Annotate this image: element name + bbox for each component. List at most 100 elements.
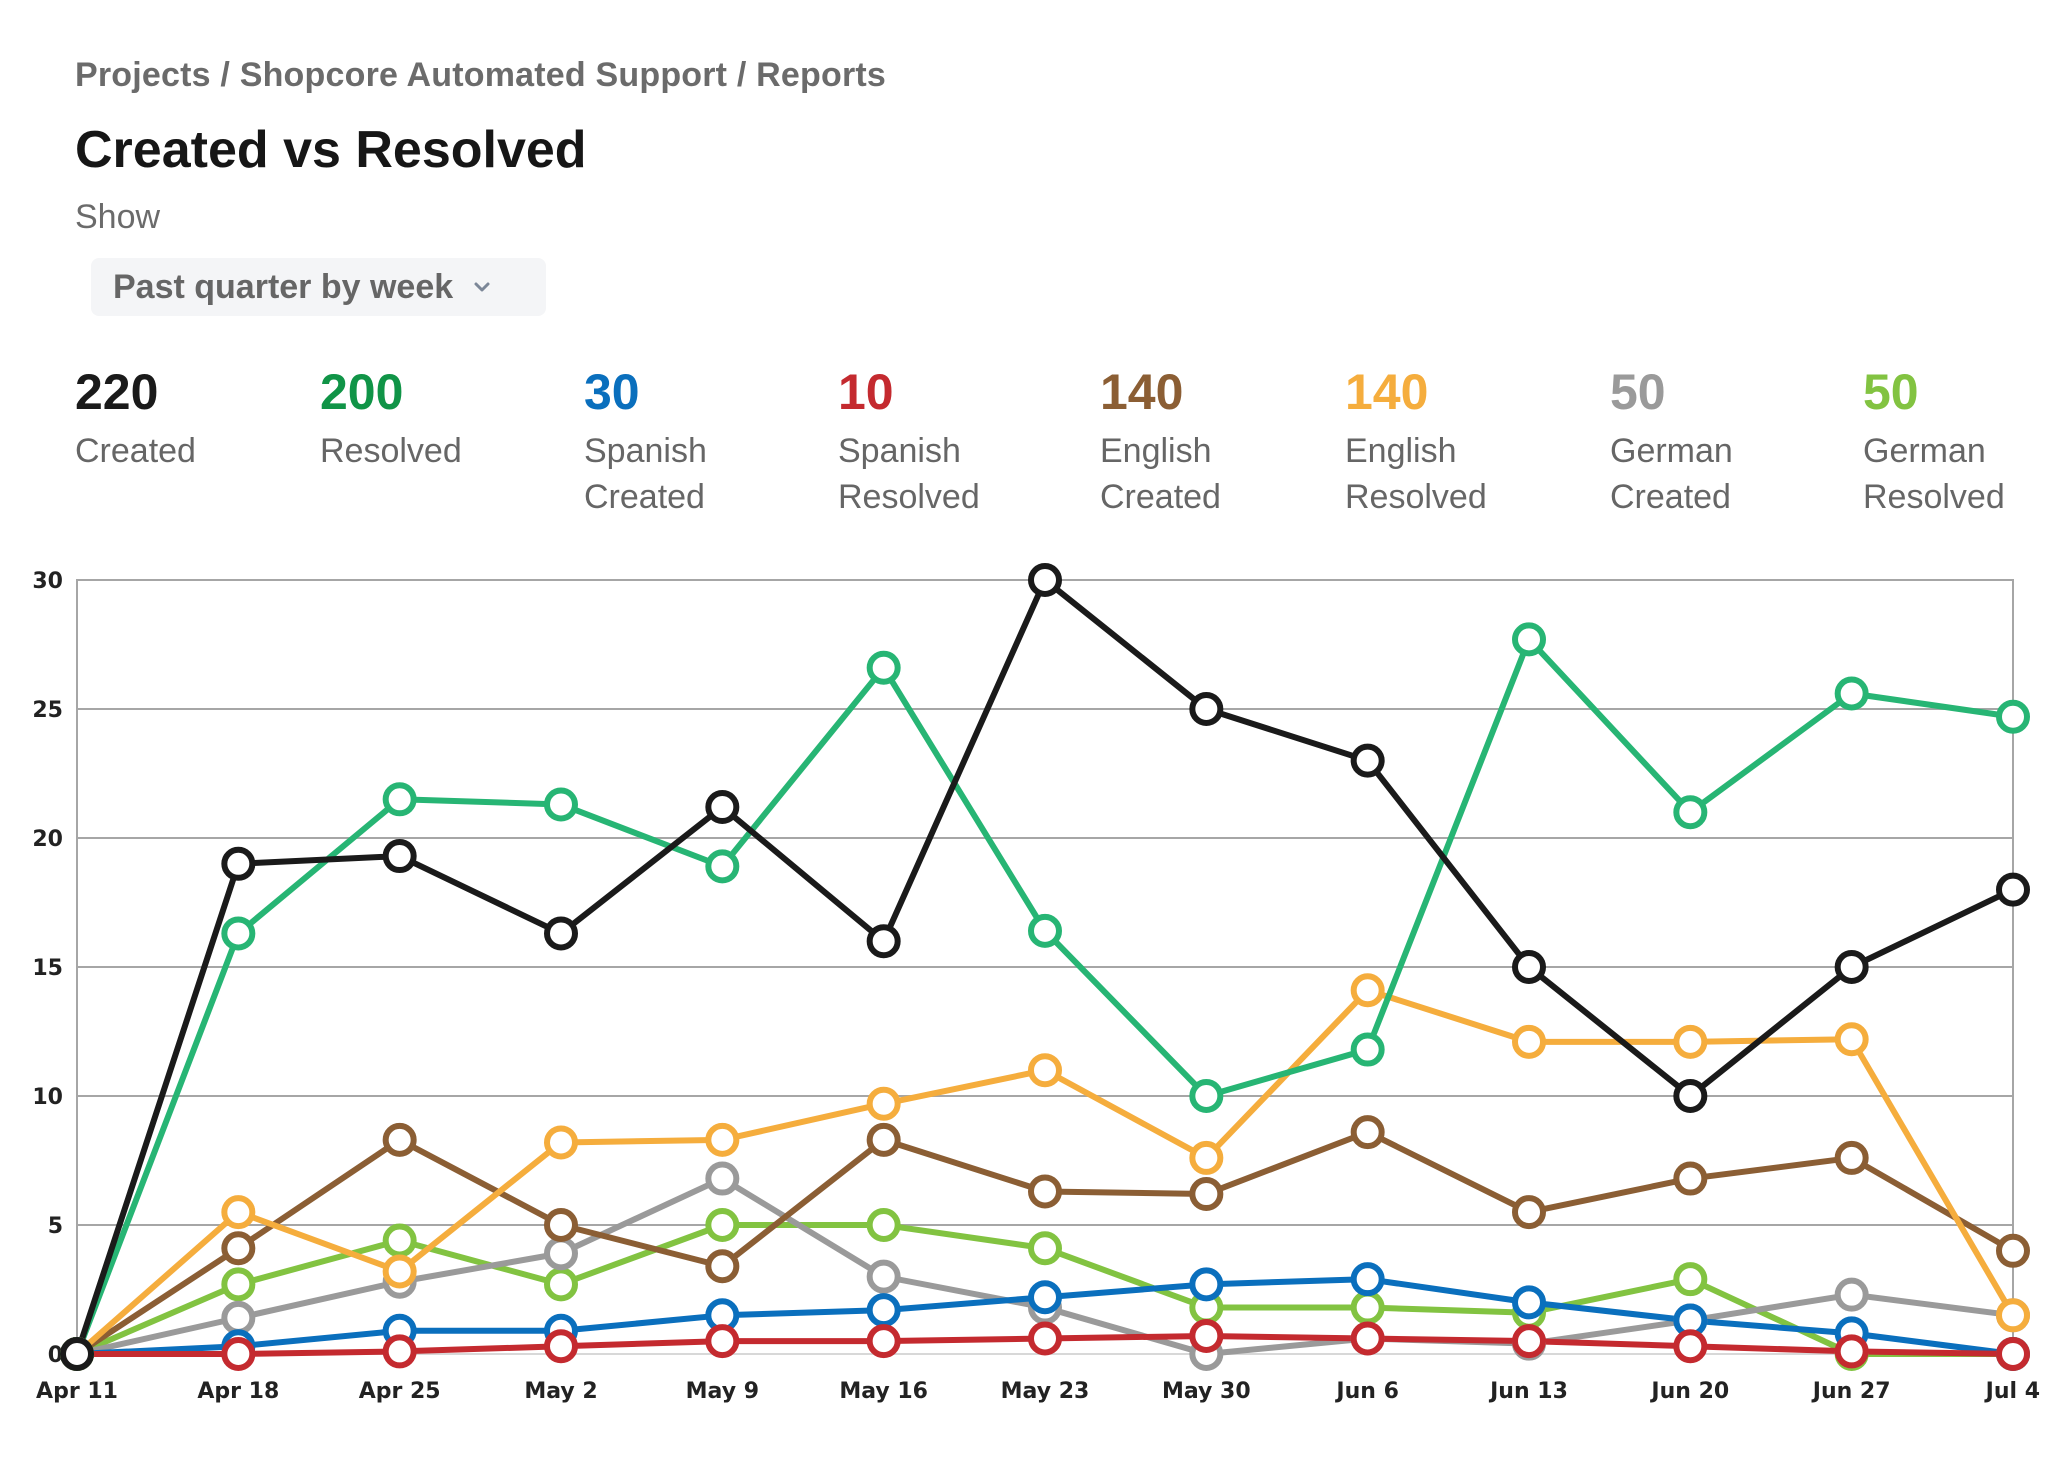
stat-german-created[interactable]: 50 German Created xyxy=(1610,362,1733,520)
data-point-spanish-resolved xyxy=(1996,1337,2030,1371)
stat-spanish-created[interactable]: 30 Spanish Created xyxy=(584,362,707,520)
data-point-english-created xyxy=(1512,1195,1546,1230)
data-point-english-created xyxy=(1189,1177,1224,1212)
chart-container: 0 5 10 15 20 25 30 Apr 11 Apr 18 Apr 25 May 2 May … xyxy=(0,560,2048,1469)
y-tick-label: 15 xyxy=(32,956,63,981)
data-point-created xyxy=(1512,950,1546,984)
data-point-german-resolved xyxy=(382,1223,417,1258)
data-point-spanish-created xyxy=(1028,1280,1062,1315)
data-point-english-created xyxy=(1028,1174,1062,1209)
stat-label: English Created xyxy=(1100,432,1221,516)
data-point-german-created xyxy=(1834,1277,1869,1312)
x-tick-label: Jul 4 xyxy=(1984,1379,2040,1404)
data-point-english-resolved xyxy=(1512,1024,1546,1059)
data-point-spanish-created xyxy=(866,1293,901,1328)
y-tick-label: 30 xyxy=(32,569,63,594)
x-tick-label: Apr 18 xyxy=(197,1379,279,1404)
x-tick-label: Jun 13 xyxy=(1488,1379,1568,1404)
data-point-resolved xyxy=(1512,622,1546,657)
x-tick-label: Jun 20 xyxy=(1649,1379,1729,1404)
data-point-resolved xyxy=(382,782,417,817)
summary-stats: 220 Created 200 Resolved 30 Spanish Creat… xyxy=(75,362,2035,522)
y-tick-label: 10 xyxy=(32,1085,63,1110)
data-point-created xyxy=(382,839,417,874)
data-point-spanish-created xyxy=(1350,1262,1385,1297)
data-point-created xyxy=(866,924,901,959)
data-point-german-resolved xyxy=(1028,1231,1062,1266)
data-point-spanish-resolved xyxy=(705,1324,740,1359)
x-tick-label: Apr 11 xyxy=(36,1379,118,1404)
data-point-german-resolved xyxy=(1673,1262,1708,1297)
stat-resolved[interactable]: 200 Resolved xyxy=(320,362,462,474)
data-point-english-resolved xyxy=(1028,1053,1062,1088)
data-point-german-resolved xyxy=(544,1267,578,1302)
stat-german-resolved[interactable]: 50 German Resolved xyxy=(1863,362,2005,520)
data-point-english-created xyxy=(382,1122,417,1157)
data-point-german-resolved xyxy=(221,1267,256,1302)
data-point-created xyxy=(1350,743,1385,778)
x-tick-label: Jun 6 xyxy=(1334,1379,1398,1404)
data-point-created xyxy=(544,916,578,951)
stat-value: 220 xyxy=(75,364,159,420)
data-point-spanish-created xyxy=(1189,1267,1224,1302)
data-point-spanish-resolved xyxy=(221,1337,256,1371)
stat-value: 10 xyxy=(838,364,894,420)
stat-value: 50 xyxy=(1863,364,1919,420)
data-point-english-created xyxy=(1834,1140,1869,1175)
data-point-english-created xyxy=(221,1231,256,1266)
data-point-spanish-resolved xyxy=(866,1324,901,1359)
page-title: Created vs Resolved xyxy=(75,121,587,179)
data-point-created xyxy=(1028,563,1062,597)
stat-created[interactable]: 220 Created xyxy=(75,362,196,474)
data-point-english-resolved xyxy=(1350,973,1385,1008)
time-range-dropdown[interactable]: Past quarter by week xyxy=(91,258,546,316)
data-point-english-created xyxy=(1350,1115,1385,1150)
data-point-resolved xyxy=(544,787,578,822)
stat-value: 30 xyxy=(584,364,640,420)
stat-value: 50 xyxy=(1610,364,1666,420)
data-point-created xyxy=(60,1337,94,1371)
data-point-german-resolved xyxy=(705,1208,740,1242)
x-tick-label: Apr 25 xyxy=(359,1379,441,1404)
breadcrumb: Projects / Shopcore Automated Support / … xyxy=(75,56,886,95)
data-point-created xyxy=(705,790,740,825)
data-point-resolved xyxy=(1028,913,1062,948)
data-point-english-resolved xyxy=(382,1254,417,1289)
data-point-english-resolved xyxy=(1834,1022,1869,1057)
show-label: Show xyxy=(75,198,161,236)
stat-label: Spanish Resolved xyxy=(838,432,980,516)
data-point-german-created xyxy=(866,1259,901,1294)
data-point-resolved xyxy=(866,650,901,685)
data-point-spanish-resolved xyxy=(1189,1318,1224,1353)
stat-english-resolved[interactable]: 140 English Resolved xyxy=(1345,362,1487,520)
data-point-spanish-resolved xyxy=(382,1334,417,1369)
data-point-english-created xyxy=(544,1208,578,1242)
data-point-german-created xyxy=(544,1236,578,1271)
data-point-english-resolved xyxy=(705,1122,740,1157)
stat-label: Created xyxy=(75,432,196,470)
data-point-german-resolved xyxy=(1350,1290,1385,1325)
stat-english-created[interactable]: 140 English Created xyxy=(1100,362,1221,520)
data-point-spanish-created xyxy=(1512,1285,1546,1320)
data-point-created xyxy=(1834,950,1869,984)
data-point-created xyxy=(1996,872,2030,907)
x-tick-label: May 9 xyxy=(686,1379,759,1404)
data-point-resolved xyxy=(221,916,256,951)
data-point-english-created xyxy=(1996,1233,2030,1268)
data-point-spanish-resolved xyxy=(544,1329,578,1364)
stat-label: English Resolved xyxy=(1345,432,1487,516)
data-point-resolved xyxy=(1673,795,1708,830)
series-points xyxy=(60,563,2030,1371)
data-point-spanish-resolved xyxy=(1350,1321,1385,1356)
breadcrumb-text: Projects / Shopcore Automated Support / … xyxy=(75,56,887,94)
data-point-german-created xyxy=(221,1300,256,1335)
stat-spanish-resolved[interactable]: 10 Spanish Resolved xyxy=(838,362,980,520)
data-point-english-created xyxy=(705,1249,740,1284)
x-tick-label: May 23 xyxy=(1001,1379,1090,1404)
data-point-german-created xyxy=(705,1161,740,1196)
stat-value: 140 xyxy=(1100,364,1184,420)
line-chart: 0 5 10 15 20 25 30 Apr 11 Apr 18 Apr 25 May 2 May … xyxy=(32,563,2040,1404)
stat-label: German Created xyxy=(1610,432,1733,516)
x-tick-label: Jun 27 xyxy=(1811,1379,1891,1404)
x-axis: Apr 11 Apr 18 Apr 25 May 2 May 9 May 16 May 23… xyxy=(36,1379,2040,1404)
